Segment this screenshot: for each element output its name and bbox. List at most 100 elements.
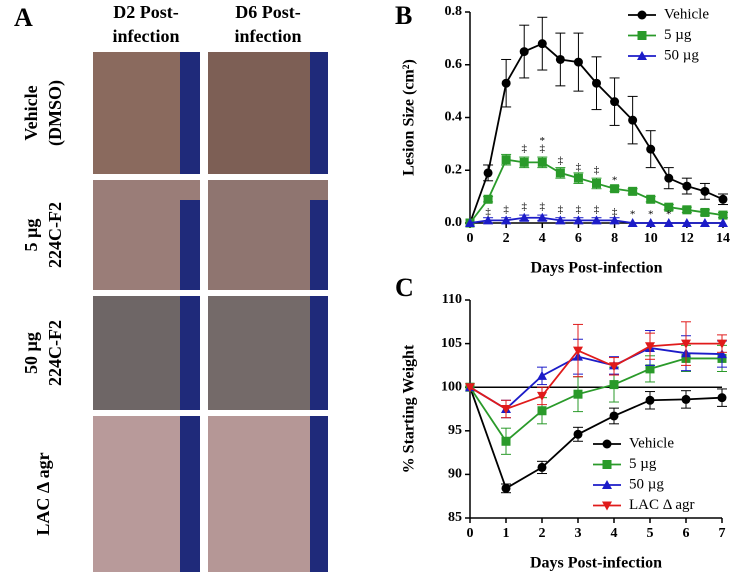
data-point [537, 366, 547, 386]
data-point [718, 210, 728, 220]
marker [700, 207, 710, 217]
annotation: ‡ [576, 203, 582, 215]
marker [681, 394, 691, 404]
y-tick-label: 110 [442, 292, 462, 307]
y-tick-label: 0.2 [445, 162, 463, 177]
marker [637, 51, 647, 60]
marker [537, 462, 547, 472]
annotation: ‡ [503, 203, 509, 215]
data-point [609, 407, 619, 425]
x-tick-label: 4 [611, 526, 618, 541]
marker [537, 157, 547, 167]
panel-label: C [395, 273, 414, 302]
data-point [718, 218, 728, 227]
marker [646, 144, 656, 154]
marker [717, 339, 727, 349]
data-point [537, 460, 547, 475]
x-tick-label: 8 [611, 231, 618, 246]
marker [501, 215, 512, 225]
data-point [573, 172, 584, 184]
y-tick-label: 95 [448, 423, 462, 438]
data-point [591, 215, 602, 225]
y-tick-label: 100 [441, 379, 462, 394]
data-point [663, 202, 674, 212]
series-line [469, 386, 723, 490]
data-point [645, 130, 656, 169]
data-point [483, 194, 494, 204]
marker [602, 460, 612, 469]
x-tick-label: 5 [647, 526, 654, 541]
marker [483, 168, 493, 178]
x-axis-label: Days Post-infection [530, 555, 662, 572]
y-tick-label: 105 [441, 336, 462, 351]
marker [645, 218, 656, 227]
x-tick-label: 1 [503, 526, 510, 541]
data-point [627, 186, 638, 196]
x-tick-label: 3 [575, 526, 582, 541]
row-label: LAC Δ agr [33, 452, 53, 535]
legend-label: 5 µg [664, 27, 692, 43]
marker [717, 349, 727, 359]
marker [537, 39, 547, 49]
x-tick-label: 6 [683, 526, 690, 541]
data-point [609, 77, 620, 126]
data-point [501, 58, 512, 108]
photo [208, 52, 328, 174]
marker [663, 218, 674, 227]
data-point [555, 215, 566, 225]
data-point [537, 16, 548, 71]
data-point [609, 215, 620, 225]
data-point [537, 386, 547, 406]
marker [537, 370, 547, 380]
panel-a-photos [93, 52, 328, 572]
column-header: D6 Post- [235, 2, 301, 22]
marker [537, 391, 547, 401]
data-point [501, 427, 511, 455]
marker [609, 362, 619, 372]
data-point [681, 218, 692, 227]
marker [602, 439, 612, 449]
legend-label: 5 µg [629, 456, 657, 472]
x-tick-label: 4 [539, 231, 546, 246]
annotation: ‡ [485, 206, 491, 218]
marker [637, 10, 647, 20]
data-point [519, 24, 530, 79]
marker [555, 54, 565, 64]
marker [718, 218, 728, 227]
legend-label: Vehicle [629, 435, 674, 451]
data-point [645, 218, 656, 227]
data-point [501, 153, 512, 166]
annotation: ‡ [576, 161, 582, 173]
y-tick-label: 0.0 [445, 215, 463, 230]
data-point [537, 212, 548, 222]
data-point [699, 218, 710, 227]
x-tick-label: 0 [467, 231, 474, 246]
marker [483, 215, 494, 225]
marker [573, 173, 583, 183]
data-point [555, 167, 566, 179]
marker [519, 157, 529, 167]
y-tick-label: 85 [448, 510, 462, 525]
marker [501, 155, 511, 165]
data-point [645, 332, 655, 360]
series-line [469, 342, 722, 410]
marker [682, 205, 692, 215]
y-axis-label: Lesion Size (cm²) [401, 59, 418, 176]
y-tick-label: 0.6 [445, 57, 463, 72]
marker [555, 168, 565, 178]
marker [573, 389, 583, 399]
series-line [469, 357, 722, 443]
marker [645, 364, 655, 374]
data-point [501, 215, 512, 225]
x-tick-label: 14 [716, 231, 730, 246]
x-tick-label: 2 [539, 526, 546, 541]
ruler [180, 200, 200, 290]
data-point [483, 164, 494, 182]
marker [591, 215, 602, 225]
legend-label: LAC Δ agr [629, 497, 694, 513]
marker [682, 181, 692, 191]
photo [208, 296, 328, 410]
ruler [180, 296, 200, 410]
data-point [681, 390, 691, 409]
row-label: 50 µg [21, 332, 41, 374]
